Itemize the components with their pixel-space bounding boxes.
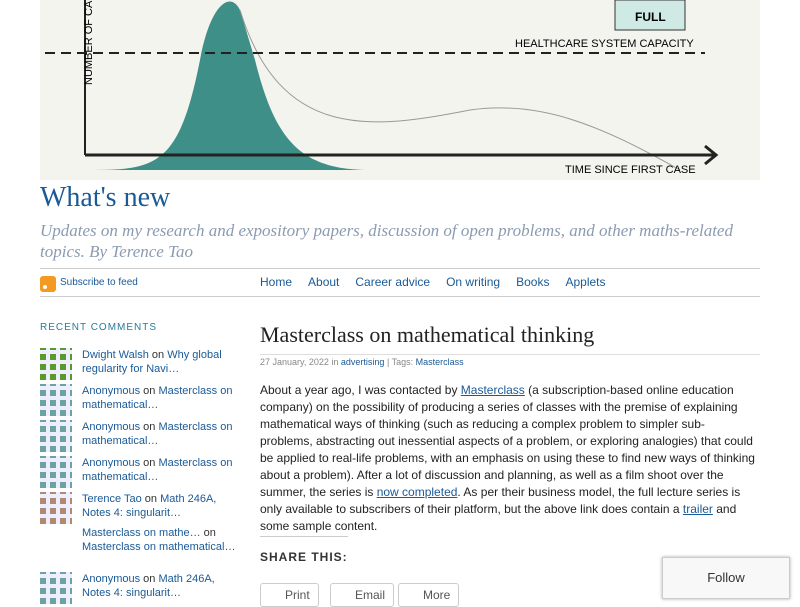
connector: on [143,421,156,433]
comment-post[interactable]: Why global regularity for Navi… [82,349,222,375]
comment-post[interactable]: Math 246A, Notes 4: singularit… [82,573,215,599]
follow-label: Follow [707,570,745,585]
comment-post[interactable]: Masterclass on mathematical… [82,541,236,553]
category[interactable]: advertising [340,357,385,367]
comment-author[interactable]: Anonymous [82,457,141,469]
comment-text: Anonymous on Math 246A, Notes 4: singula… [82,572,240,600]
rss-icon [40,276,56,292]
post-title: Masterclass on mathematical thinking [260,322,760,355]
comment-author[interactable]: Anonymous [82,573,141,585]
connector: on [143,385,156,397]
nav-bar [40,268,760,297]
comment-text: Dwight Walsh on Why global regularity fo… [82,348,240,376]
comment-text: Terence Tao on Math 246A, Notes 4: singu… [82,492,240,520]
comment-post[interactable]: Masterclass on mathematical… [82,385,233,411]
full-sign: FULL [635,10,666,24]
body-link[interactable]: trailer [682,502,713,516]
avatar [40,420,72,452]
comment-post[interactable]: Math 246A, Notes 4: singularit… [82,493,217,519]
comment-author[interactable]: Anonymous [82,421,141,433]
comment-text: Anonymous on Masterclass on mathematical… [82,384,240,412]
comment-author[interactable]: Masterclass on mathe… [82,527,201,539]
tagline: Updates on my research and expository pa… [40,221,733,261]
connector: on [151,349,165,361]
share-heading: SHARE THIS: [260,536,348,564]
comment-post[interactable]: Masterclass on mathematical… [82,457,233,483]
follow-button[interactable]: Follow [662,557,790,599]
sidebar-heading: RECENT COMMENTS [40,322,158,333]
body-text: . As per their business model, the full … [260,485,741,516]
comment-post[interactable]: Masterclass on mathematical… [82,421,233,447]
avatar [40,572,72,604]
comment-text: Anonymous on Masterclass on mathematical… [82,456,240,484]
nav: Home About Career advice On writing Books App… [260,275,622,289]
tags-label: | Tags: [386,357,414,367]
avatar [40,456,72,488]
post-body: About a year ago, I was contacted by Mas… [260,382,755,535]
date: 27 January, 2022 in [260,357,339,367]
comment-text: Anonymous on Masterclass on mathematical… [82,420,240,448]
nav-link[interactable]: On writing [446,275,501,289]
nav-link[interactable]: Books [516,275,550,289]
connector: on [143,457,156,469]
connector: on [144,493,158,505]
capacity-label: HEALTHCARE SYSTEM CAPACITY [515,38,694,50]
y-axis-label: NUMBER OF CA [83,0,95,85]
body-text: About a year ago, I was contacted by [260,383,461,397]
nav-link[interactable]: Applets [565,275,606,289]
share-button[interactable]: More [398,583,460,607]
share-button[interactable]: Print [260,583,319,607]
nav-link[interactable]: About [308,275,340,289]
comment-author[interactable]: Anonymous [82,385,141,397]
share-button[interactable]: Email [330,583,395,607]
nav-link[interactable]: Career advice [355,275,431,289]
tag[interactable]: Masterclass [415,357,464,367]
header-image: NUMBER OF CA HEALTHCARE SYSTEM CAPACITY … [40,0,760,180]
comment-author[interactable]: Dwight Walsh [82,349,149,361]
avatar [40,348,72,380]
comment-author[interactable]: Terence Tao [82,493,142,505]
site-title[interactable]: What's new [40,182,171,213]
nav-link[interactable]: Home [260,275,293,289]
body-link[interactable]: Masterclass [460,383,525,397]
body-text: and some sample content. [260,502,737,533]
post-meta: 27 January, 2022 in advertising | Tags: … [260,357,464,367]
connector: on [143,573,156,585]
x-axis-label: TIME SINCE FIRST CASE [565,164,696,176]
avatar [40,492,72,524]
connector: on [203,527,216,539]
feed-link[interactable]: Subscribe to feed [60,277,138,288]
body-link[interactable]: now completed [376,485,458,499]
body-text: (a subscription-based online education c… [260,383,755,499]
avatar [40,384,72,416]
comment-text: Masterclass on mathe… on Masterclass on … [82,526,240,554]
